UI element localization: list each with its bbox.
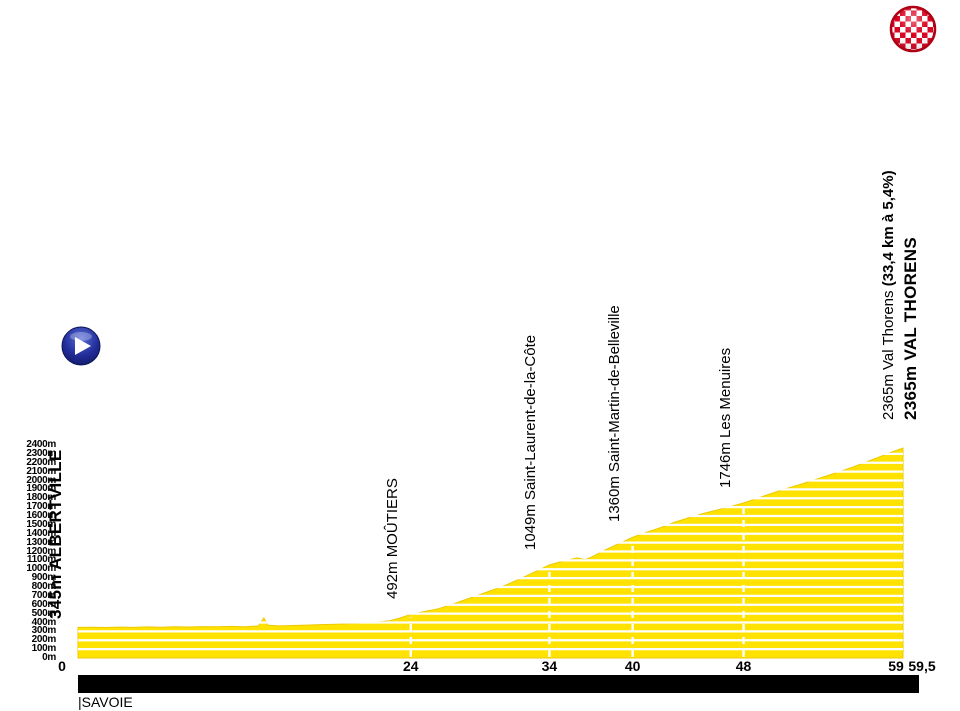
y-axis-label: 700m [31,589,57,601]
finish-checkered-icon [889,5,937,53]
y-axis-label: 600m [31,598,57,610]
waypoint-label-text: 492m MOÛTIERS [383,478,401,600]
waypoint-label: 492m MOÛTIERS [384,478,402,599]
y-axis-label: 2300m [26,447,56,459]
waypoint-label-text: 2365m Val Thorens [880,286,897,421]
km-bar [78,675,919,693]
y-axis-label: 1000m [26,563,56,575]
y-axis-label: 1800m [26,492,56,504]
y-axis-label: 300m [31,625,57,637]
waypoint-label-text: 1360m Saint-Martin-de-Belleville [605,305,623,523]
waypoint-label-text: 1746m Les Menuires [716,347,734,489]
y-axis-label: 400m [31,616,57,628]
x-axis-km-label: 59 [888,658,904,674]
y-axis-label: 900m [31,572,57,584]
y-axis-label: 500m [31,607,57,619]
waypoint-label-text: 345m ALBERTVILLE [46,449,65,620]
waypoint-label: 1049m Saint-Laurent-de-la-Côte [522,335,540,550]
y-axis-label: 1300m [26,536,56,548]
waypoint-label: 345m ALBERTVILLE [46,450,66,619]
waypoint-label: 2365m VAL THORENS [901,237,921,420]
y-axis-label: 1700m [26,501,56,513]
y-axis-label: 2000m [26,474,56,486]
y-axis-label: 100m [31,643,57,655]
y-axis-label: 2200m [26,456,56,468]
y-axis-label: 1400m [26,527,56,539]
y-axis-label: 1900m [26,483,56,495]
x-axis-end-label: 59,5 [908,658,936,674]
x-axis-km-label: 40 [624,658,641,674]
region-label: |SAVOIE [78,694,133,710]
x-axis-km-label: 24 [402,658,419,674]
x-axis-km-label: 0 [58,658,66,674]
x-axis-km-label: 48 [735,658,752,674]
y-axis-label: 1600m [26,510,56,521]
waypoint-label-text: 2365m VAL THORENS [901,237,920,421]
y-axis-label: 1100m [26,554,56,566]
waypoint-label: 1360m Saint-Martin-de-Belleville [606,306,624,523]
y-axis-label: 1500m [26,518,56,530]
waypoint-label-bold-text: (33,4 km à 5,4%) [880,170,897,287]
waypoint-label: 2365m Val Thorens (33,4 km à 5,4%) [880,170,898,420]
y-axis-label: 200m [31,634,57,646]
y-axis-label: 2100m [26,465,56,477]
start-play-icon [61,326,101,366]
waypoint-label: 1746m Les Menuires [717,348,735,488]
y-axis-label: 0m [42,652,56,663]
y-axis-label: 800m [31,581,57,592]
x-axis-km-label: 34 [541,658,558,674]
y-axis-label: 2400m [26,439,56,450]
y-axis-label: 1200m [26,545,56,557]
waypoint-label-text: 1049m Saint-Laurent-de-la-Côte [522,334,540,550]
